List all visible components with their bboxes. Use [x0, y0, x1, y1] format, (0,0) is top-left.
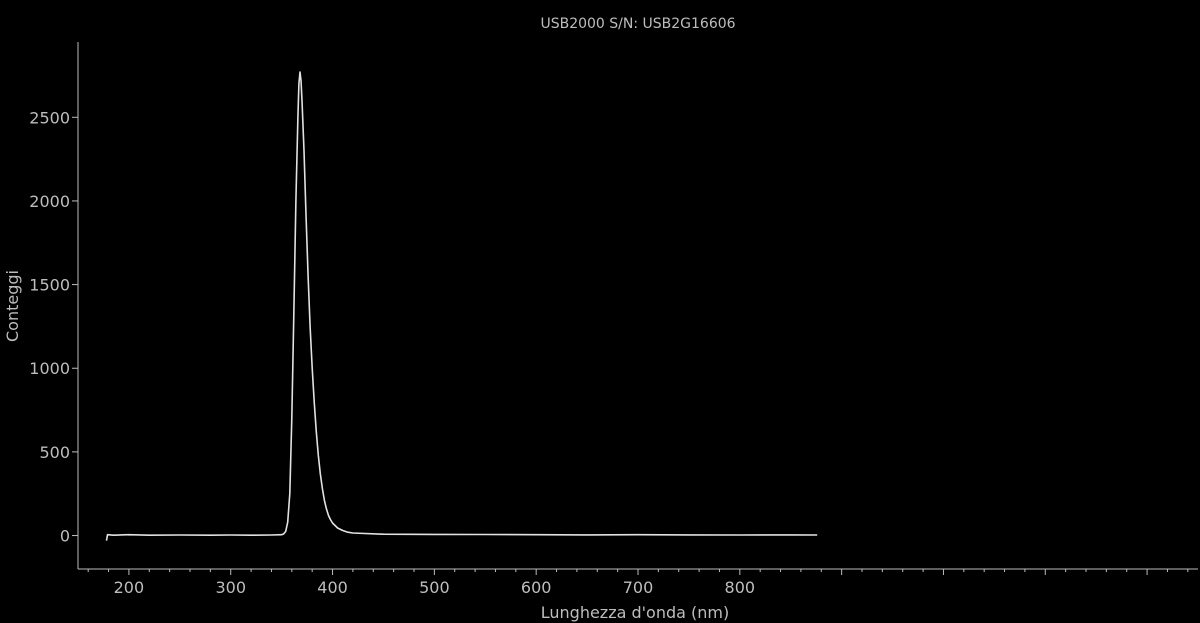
y-axis-label: Conteggi [3, 270, 22, 342]
y-tick-label: 2000 [29, 192, 70, 211]
x-axis-ticks: 200 300 400 500 600 700 800 [87, 569, 1189, 597]
y-tick-label: 0 [60, 527, 70, 546]
y-tick-label: 1500 [29, 276, 70, 295]
x-tick-label: 500 [419, 578, 450, 597]
y-tick-label: 1000 [29, 359, 70, 378]
x-tick-label: 200 [114, 578, 145, 597]
x-tick-label: 700 [623, 578, 654, 597]
x-tick-label: 600 [521, 578, 552, 597]
y-tick-label: 500 [39, 443, 70, 462]
x-tick-label: 800 [725, 578, 756, 597]
x-tick-label: 300 [215, 578, 246, 597]
spectrum-line [105, 71, 818, 541]
y-axis-ticks: 0 500 1000 1500 2000 2500 [29, 108, 78, 546]
x-axis-label: Lunghezza d'onda (nm) [541, 603, 729, 622]
y-tick-label: 2500 [29, 108, 70, 127]
x-tick-label: 400 [317, 578, 348, 597]
chart-title: USB2000 S/N: USB2G16606 [540, 16, 735, 32]
